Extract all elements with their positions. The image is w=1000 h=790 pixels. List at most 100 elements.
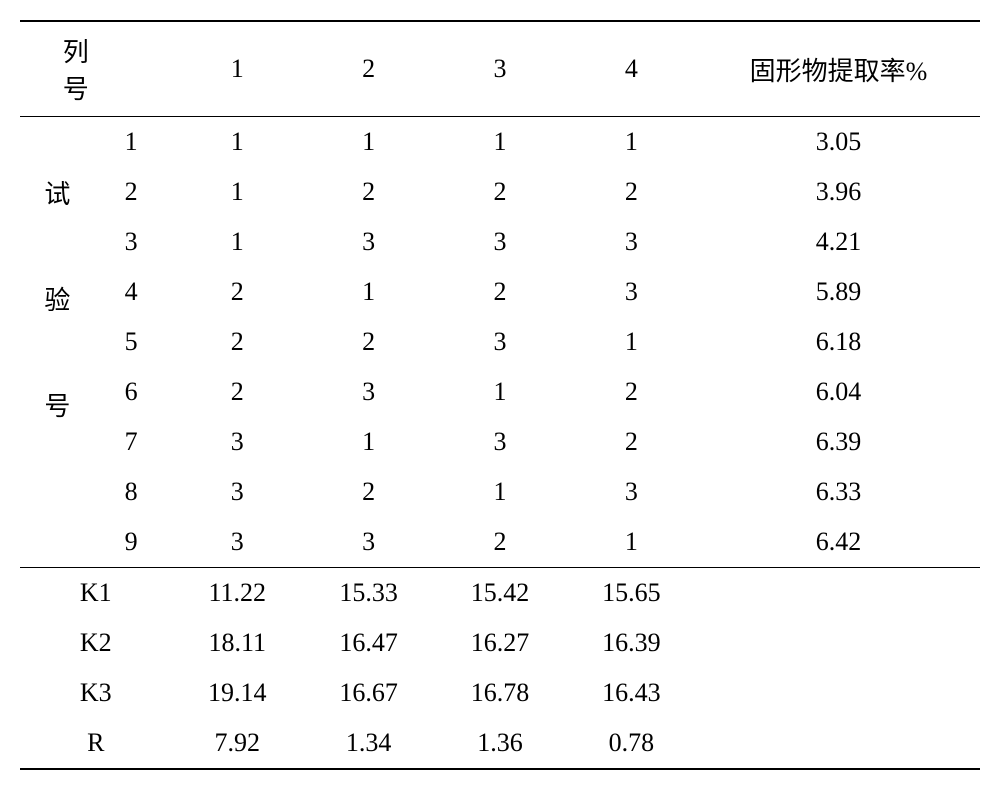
cell: 15.33: [303, 568, 434, 619]
summary-label: K1: [20, 568, 172, 619]
col-header-4: 4: [566, 21, 697, 117]
cell: 1.36: [434, 718, 565, 769]
row-num: 2: [91, 167, 172, 217]
row-num: 4: [91, 267, 172, 317]
table-row: 试验号 1 1 1 1 1 3.05: [20, 117, 980, 168]
cell: 2: [566, 167, 697, 217]
cell: 0.78: [566, 718, 697, 769]
cell: 19.14: [172, 668, 303, 718]
table-row: 7 3 1 3 2 6.39: [20, 417, 980, 467]
cell: 3: [303, 517, 434, 568]
row-num: 1: [91, 117, 172, 168]
cell: 1: [172, 167, 303, 217]
cell: 3: [434, 217, 565, 267]
summary-row: K2 18.11 16.47 16.27 16.39: [20, 618, 980, 668]
cell: 1: [303, 417, 434, 467]
cell-result: 6.39: [697, 417, 980, 467]
cell: 16.39: [566, 618, 697, 668]
col-header-3: 3: [434, 21, 565, 117]
cell: 1.34: [303, 718, 434, 769]
orthogonal-table: 列 号 1 2 3 4 固形物提取率% 试验号 1 1 1 1 1 3.05 2…: [20, 20, 980, 770]
row-num: 7: [91, 417, 172, 467]
summary-row: R 7.92 1.34 1.36 0.78: [20, 718, 980, 769]
cell: 16.67: [303, 668, 434, 718]
cell: 2: [434, 267, 565, 317]
cell-result: 6.04: [697, 367, 980, 417]
cell-result: 4.21: [697, 217, 980, 267]
cell: 1: [434, 117, 565, 168]
cell-result: [697, 718, 980, 769]
cell-result: 6.42: [697, 517, 980, 568]
col-header-result: 固形物提取率%: [697, 21, 980, 117]
summary-label: K2: [20, 618, 172, 668]
cell: 1: [566, 517, 697, 568]
cell-result: 6.18: [697, 317, 980, 367]
cell: 7.92: [172, 718, 303, 769]
cell: 3: [172, 467, 303, 517]
cell-result: [697, 568, 980, 619]
data-table: 列 号 1 2 3 4 固形物提取率% 试验号 1 1 1 1 1 3.05 2…: [20, 20, 980, 770]
cell: 3: [303, 367, 434, 417]
cell: 1: [434, 367, 565, 417]
row-num: 6: [91, 367, 172, 417]
cell: 2: [566, 417, 697, 467]
cell: 2: [172, 267, 303, 317]
cell: 16.27: [434, 618, 565, 668]
cell-result: [697, 668, 980, 718]
cell: 3: [172, 517, 303, 568]
cell: 3: [434, 417, 565, 467]
table-row: 3 1 3 3 3 4.21: [20, 217, 980, 267]
table-row: 8 3 2 1 3 6.33: [20, 467, 980, 517]
summary-row: K3 19.14 16.67 16.78 16.43: [20, 668, 980, 718]
cell: 1: [303, 267, 434, 317]
cell: 2: [303, 167, 434, 217]
cell: 3: [303, 217, 434, 267]
cell: 16.78: [434, 668, 565, 718]
table-row: 4 2 1 2 3 5.89: [20, 267, 980, 317]
summary-row: K1 11.22 15.33 15.42 15.65: [20, 568, 980, 619]
cell: 2: [172, 367, 303, 417]
cell: 3: [434, 317, 565, 367]
cell: 1: [172, 217, 303, 267]
cell: 2: [566, 367, 697, 417]
cell: 15.65: [566, 568, 697, 619]
cell: 16.47: [303, 618, 434, 668]
col-header-label: 列 号: [20, 21, 172, 117]
cell: 11.22: [172, 568, 303, 619]
cell: 2: [303, 317, 434, 367]
cell-result: 3.96: [697, 167, 980, 217]
col-header-label-text: 列 号: [63, 38, 129, 104]
cell: 1: [566, 117, 697, 168]
table-header-row: 列 号 1 2 3 4 固形物提取率%: [20, 21, 980, 117]
table-row: 2 1 2 2 2 3.96: [20, 167, 980, 217]
summary-label: R: [20, 718, 172, 769]
row-group-label: 试验号: [20, 117, 91, 568]
cell: 1: [566, 317, 697, 367]
table-row: 9 3 3 2 1 6.42: [20, 517, 980, 568]
cell: 1: [172, 117, 303, 168]
table-row: 5 2 2 3 1 6.18: [20, 317, 980, 367]
cell: 2: [303, 467, 434, 517]
cell: 3: [566, 467, 697, 517]
cell: 1: [303, 117, 434, 168]
cell: 2: [434, 167, 565, 217]
row-num: 9: [91, 517, 172, 568]
cell-result: [697, 618, 980, 668]
cell-result: 3.05: [697, 117, 980, 168]
cell: 3: [566, 267, 697, 317]
row-num: 8: [91, 467, 172, 517]
col-header-2: 2: [303, 21, 434, 117]
cell-result: 6.33: [697, 467, 980, 517]
table-row: 6 2 3 1 2 6.04: [20, 367, 980, 417]
row-num: 3: [91, 217, 172, 267]
col-header-1: 1: [172, 21, 303, 117]
summary-label: K3: [20, 668, 172, 718]
cell: 15.42: [434, 568, 565, 619]
cell: 18.11: [172, 618, 303, 668]
cell-result: 5.89: [697, 267, 980, 317]
cell: 3: [566, 217, 697, 267]
row-group-label-text: 试验号: [37, 180, 74, 498]
cell: 16.43: [566, 668, 697, 718]
cell: 2: [434, 517, 565, 568]
cell: 2: [172, 317, 303, 367]
